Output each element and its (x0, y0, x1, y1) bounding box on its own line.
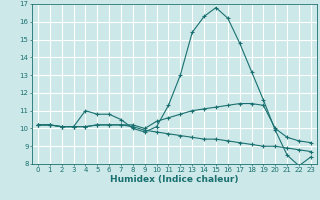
X-axis label: Humidex (Indice chaleur): Humidex (Indice chaleur) (110, 175, 239, 184)
